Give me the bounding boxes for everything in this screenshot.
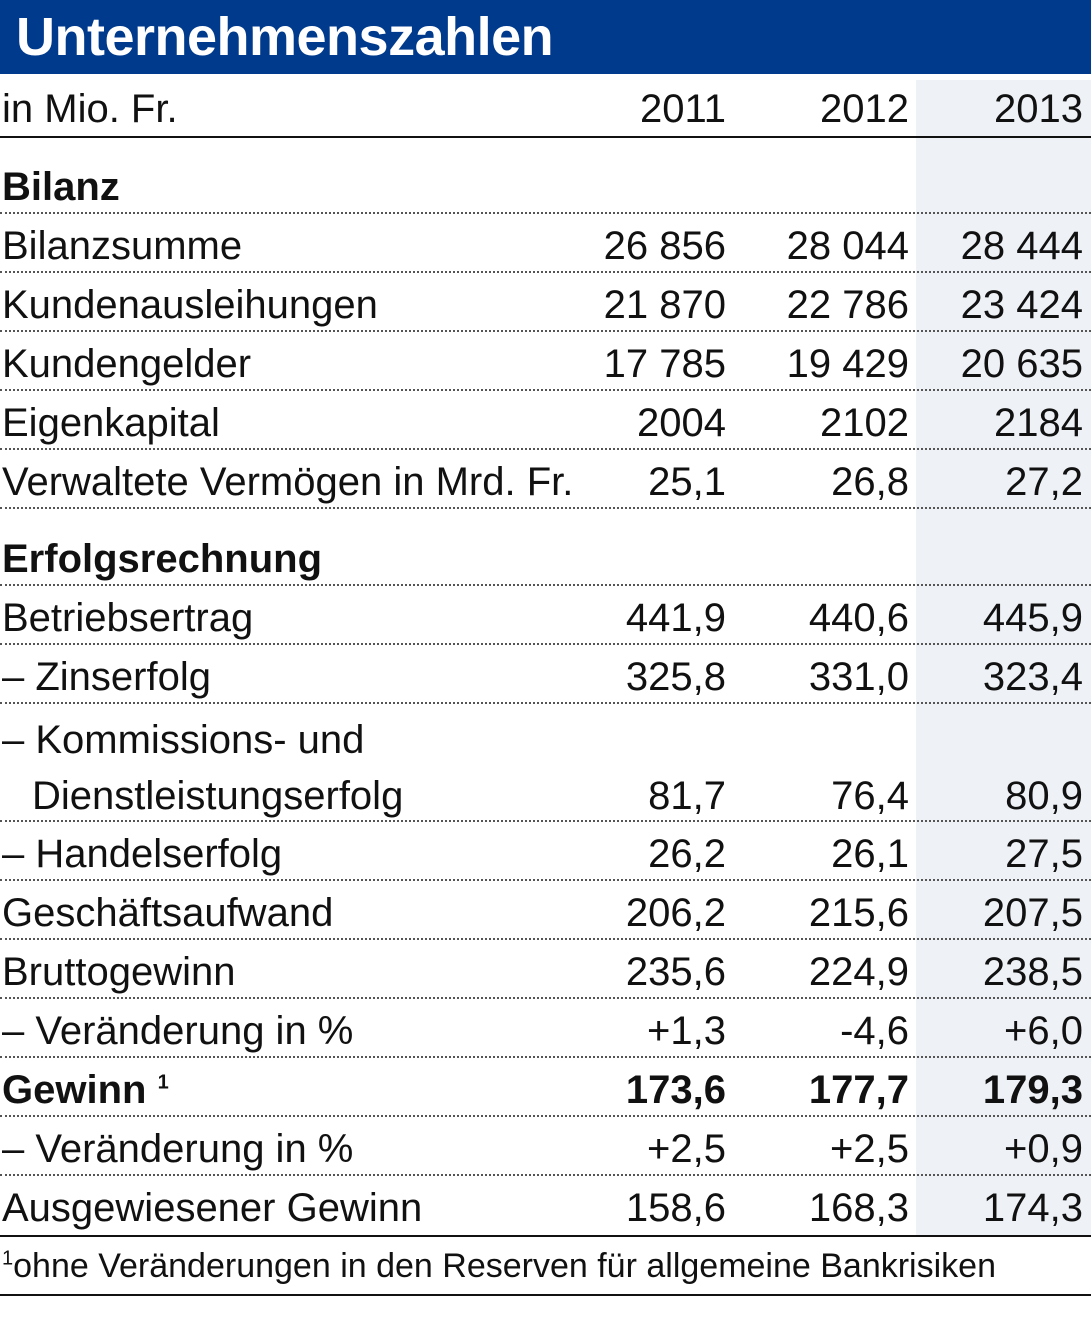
value-2011: 21 870 [603, 283, 726, 327]
row-label-line2: Dienstleistungserfolg [32, 774, 404, 818]
gewinn-label: Gewinn [2, 1068, 147, 1112]
value-2011: 441,9 [625, 596, 726, 640]
value-2013: 445,9 [982, 596, 1083, 640]
page-title: Unternehmenszahlen [16, 7, 554, 67]
section-bilanz: Bilanz [0, 164, 1091, 214]
value-2012: 215,6 [808, 891, 909, 935]
value-2013: +0,9 [1004, 1127, 1083, 1171]
table-row: Bilanzsumme 26 856 28 044 28 444 [0, 223, 1091, 273]
year-2011: 2011 [639, 87, 726, 131]
value-2011: 25,1 [648, 460, 726, 504]
table-row: – Handelserfolg 26,2 26,1 27,5 [0, 831, 1091, 881]
value-2012: 2102 [820, 401, 909, 445]
table-row: Kundenausleihungen 21 870 22 786 23 424 [0, 282, 1091, 332]
table-row: Ausgewiesener Gewinn 158,6 168,3 174,3 [0, 1185, 1091, 1237]
row-label: Verwaltete Vermögen in Mrd. Fr. [2, 460, 574, 504]
year-2013: 2013 [994, 87, 1083, 131]
table-row: – Veränderung in % +2,5 +2,5 +0,9 [0, 1126, 1091, 1176]
value-2012: 440,6 [808, 596, 909, 640]
title-bar: Unternehmenszahlen [0, 0, 1091, 74]
value-2011: +2,5 [647, 1127, 726, 1171]
value-2013: 2184 [994, 401, 1083, 445]
value-2011: 26 856 [603, 224, 726, 268]
table-row: – Kommissions- und Dienstleistungserfolg… [0, 713, 1091, 822]
row-label: Betriebsertrag [2, 596, 254, 640]
section-title: Erfolgsrechnung [2, 537, 323, 581]
table-row: – Veränderung in % +1,3 -4,6 +6,0 [0, 1008, 1091, 1058]
bottom-rule [0, 1294, 1091, 1296]
row-label: Kundengelder [2, 342, 252, 386]
value-2011: 173,6 [625, 1068, 726, 1112]
value-2012: -4,6 [840, 1009, 909, 1053]
value-2013: 28 444 [960, 224, 1083, 268]
section-title: Bilanz [2, 165, 120, 209]
table-row: Verwaltete Vermögen in Mrd. Fr. 25,1 26,… [0, 459, 1091, 509]
table-row: Betriebsertrag 441,9 440,6 445,9 [0, 595, 1091, 645]
value-2013: +6,0 [1004, 1009, 1083, 1053]
row-label: – Veränderung in % [2, 1127, 354, 1171]
row-label-line1: – Kommissions- und [2, 718, 365, 762]
value-2011: 17 785 [603, 342, 726, 386]
value-2013: 174,3 [982, 1186, 1083, 1230]
row-label: Geschäftsaufwand [2, 891, 334, 935]
table-row: Bruttogewinn 235,6 224,9 238,5 [0, 949, 1091, 999]
value-2013: 323,4 [982, 655, 1083, 699]
value-2012: 224,9 [808, 950, 909, 994]
value-2011: 81,7 [648, 774, 726, 818]
value-2011: 158,6 [625, 1186, 726, 1230]
value-2013: 80,9 [1005, 774, 1083, 818]
value-2013: 238,5 [982, 950, 1083, 994]
footnote-text: ohne Veränderungen in den Reserven für a… [13, 1247, 996, 1285]
table-row: Geschäftsaufwand 206,2 215,6 207,5 [0, 890, 1091, 940]
row-label: – Veränderung in % [2, 1009, 354, 1053]
value-2012: 19 429 [786, 342, 909, 386]
value-2011: +1,3 [647, 1009, 726, 1053]
value-2012: 22 786 [786, 283, 909, 327]
footnote-mark: 1 [2, 1247, 14, 1270]
value-2013: 179,3 [982, 1068, 1083, 1112]
row-label: – Handelserfolg [2, 832, 283, 876]
row-label: Eigenkapital [2, 401, 220, 445]
table-row: – Zinserfolg 325,8 331,0 323,4 [0, 654, 1091, 704]
value-2012: +2,5 [830, 1127, 909, 1171]
row-label: Gewinn 1 [2, 1067, 169, 1113]
header-row: in Mio. Fr. 2011 2012 2013 [0, 86, 1091, 138]
value-2013: 23 424 [960, 283, 1083, 327]
value-2012: 28 044 [786, 224, 909, 268]
row-label: Bruttogewinn [2, 950, 236, 994]
year-2012: 2012 [820, 87, 909, 131]
value-2011: 26,2 [648, 832, 726, 876]
unit-label: in Mio. Fr. [2, 87, 178, 131]
footnote: 1ohne Veränderungen in den Reserven für … [2, 1246, 996, 1286]
row-label: Ausgewiesener Gewinn [2, 1186, 423, 1230]
value-2012: 168,3 [808, 1186, 909, 1230]
value-2011: 235,6 [625, 950, 726, 994]
table-row: Eigenkapital 2004 2102 2184 [0, 400, 1091, 450]
value-2013: 20 635 [960, 342, 1083, 386]
section-erfolgsrechnung: Erfolgsrechnung [0, 536, 1091, 586]
footnote-mark: 1 [157, 1071, 169, 1094]
table-row-gewinn: Gewinn 1 173,6 177,7 179,3 [0, 1067, 1091, 1117]
value-2011: 325,8 [625, 655, 726, 699]
value-2012: 26,8 [831, 460, 909, 504]
value-2013: 27,2 [1005, 460, 1083, 504]
value-2013: 27,5 [1005, 832, 1083, 876]
value-2012: 26,1 [831, 832, 909, 876]
row-label: – Zinserfolg [2, 655, 211, 699]
value-2011: 2004 [637, 401, 726, 445]
value-2012: 76,4 [831, 774, 909, 818]
value-2012: 177,7 [808, 1068, 909, 1112]
value-2013: 207,5 [982, 891, 1083, 935]
table-row: Kundengelder 17 785 19 429 20 635 [0, 341, 1091, 391]
value-2012: 331,0 [808, 655, 909, 699]
row-label: Kundenausleihungen [2, 283, 378, 327]
value-2011: 206,2 [625, 891, 726, 935]
row-label: Bilanzsumme [2, 224, 243, 268]
